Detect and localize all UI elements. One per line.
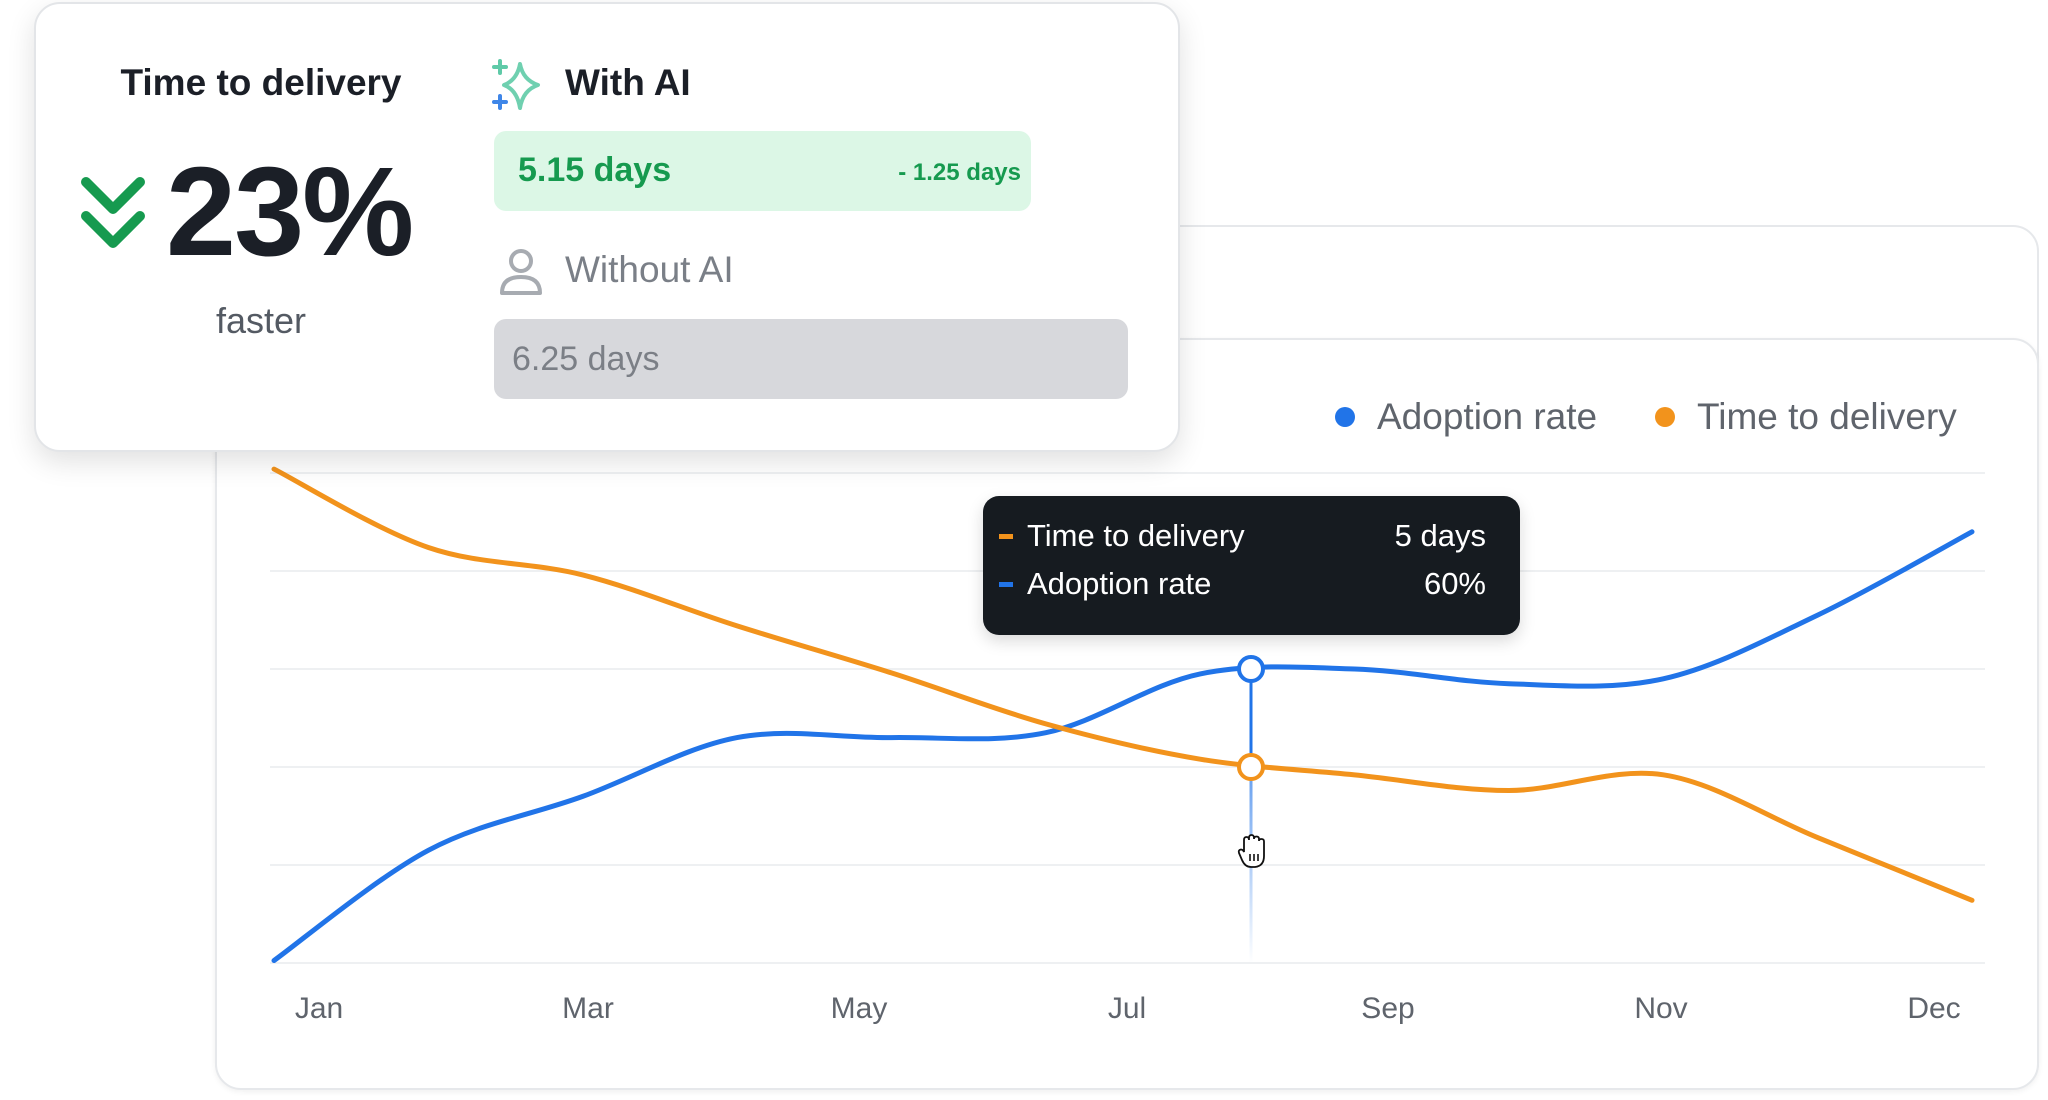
chart-tooltip: Time to delivery 5 days Adoption rate 60… [983, 496, 1520, 635]
x-tick-label: Jan [294, 992, 344, 1025]
with-ai-delta: - 1.25 days [898, 159, 1021, 186]
x-tick-label: Nov [1634, 992, 1688, 1025]
x-tick-label: Mar [562, 992, 614, 1025]
change-percent: 23% [166, 141, 414, 282]
with-ai-value-box: 5.15 days - 1.25 days [494, 131, 1031, 211]
tooltip-row-adoption: Adoption rate 60% [999, 566, 1486, 602]
x-tick-label: May [830, 992, 888, 1025]
hover-point-adoption[interactable] [1237, 655, 1265, 683]
double-chevron-down-icon [81, 177, 145, 248]
summary-card: Time to delivery 23% faster With AI 5.15… [34, 2, 1180, 452]
with-ai-label: With AI [565, 62, 691, 103]
series-line-delivery [271, 466, 1975, 903]
legend-label: Time to delivery [1697, 396, 1957, 437]
summary-title: Time to delivery [120, 62, 402, 103]
legend-dot-icon [1335, 407, 1355, 427]
hover-point-delivery[interactable] [1237, 753, 1265, 781]
with-ai-value: 5.15 days [518, 151, 672, 189]
tooltip-label: Time to delivery [1027, 518, 1245, 553]
tooltip-label: Adoption rate [1027, 566, 1212, 601]
legend-item-delivery[interactable]: Time to delivery [1655, 396, 1957, 438]
series-swatch-icon [999, 533, 1013, 539]
tooltip-row-delivery: Time to delivery 5 days [999, 518, 1486, 554]
x-tick-label: Sep [1361, 992, 1415, 1025]
without-ai-label: Without AI [565, 249, 734, 290]
hand-cursor-icon [1237, 834, 1265, 868]
person-icon [500, 249, 542, 295]
x-tick-label: Jul [1107, 992, 1147, 1025]
tooltip-value: 60% [1423, 566, 1486, 601]
chart-card [215, 338, 2039, 1090]
tooltip-value: 5 days [1394, 518, 1486, 553]
series-swatch-icon [999, 581, 1013, 587]
legend-dot-icon [1655, 407, 1675, 427]
legend-label: Adoption rate [1377, 396, 1598, 437]
without-ai-value-box: 6.25 days [494, 319, 1128, 399]
series-line-adoption [271, 529, 1975, 964]
legend-item-adoption[interactable]: Adoption rate [1335, 396, 1597, 438]
x-tick-label: Dec [1907, 992, 1961, 1025]
sparkle-icon [492, 59, 540, 110]
change-label: faster [215, 300, 307, 341]
without-ai-value: 6.25 days [512, 340, 660, 378]
